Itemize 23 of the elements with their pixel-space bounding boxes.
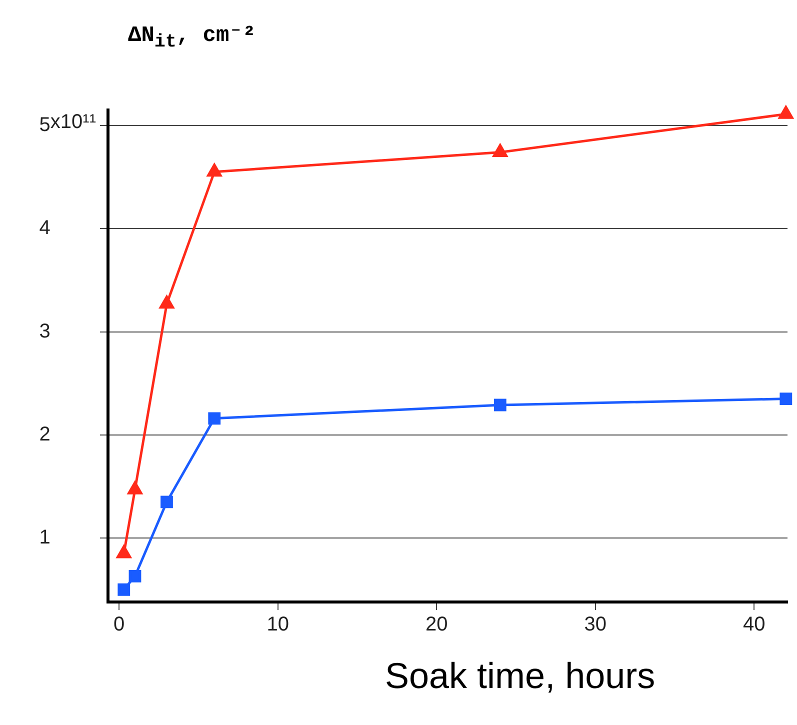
x-tick-label: 0 (114, 614, 125, 636)
point (160, 496, 173, 508)
point (492, 144, 508, 158)
y-tick-label: 2 (39, 423, 50, 446)
y-tick-label: 3 (39, 320, 50, 342)
point (494, 398, 506, 412)
point (778, 106, 794, 119)
point (128, 570, 142, 582)
point (208, 412, 221, 425)
y-axis-title: ΔN$_{it}$, cm⁻² (128, 22, 256, 52)
x-tick-label: 20 (426, 614, 448, 636)
point (159, 296, 174, 309)
point (118, 583, 130, 596)
x-axis-title: Soak time, hours (385, 655, 656, 697)
y-tick-label: 4 (39, 217, 50, 240)
point (207, 164, 222, 177)
y-tick-label: 1 (39, 526, 50, 549)
x-tick-label: 10 (266, 614, 289, 636)
y-tick-label: 5 (39, 114, 50, 136)
x-tick-label: 40 (743, 614, 766, 636)
x-tick-label: 30 (584, 614, 607, 636)
point (780, 392, 792, 406)
text: x10¹¹ (50, 110, 96, 133)
